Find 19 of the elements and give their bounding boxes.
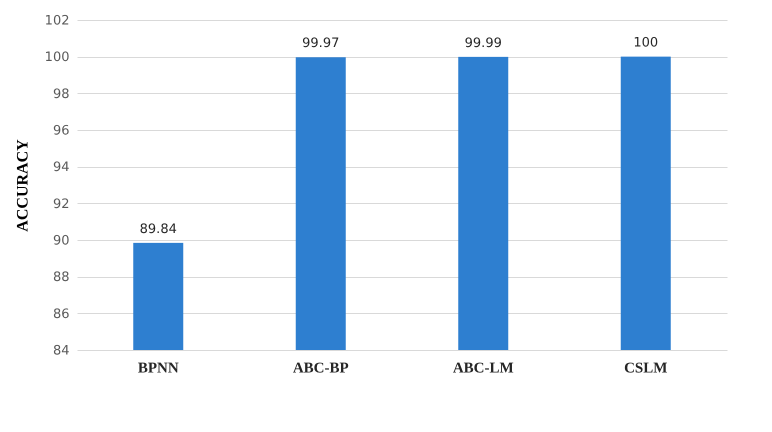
- x-tick-label: ABC-BP: [292, 360, 349, 376]
- y-tick-label: 94: [52, 160, 70, 176]
- y-tick-label: 88: [52, 270, 70, 286]
- y-axis-title: ACCURACY: [14, 138, 32, 232]
- x-tick-label: CSLM: [624, 360, 668, 376]
- x-tick-label: BPNN: [138, 360, 179, 376]
- data-label: 99.97: [302, 36, 340, 52]
- y-tick-label: 92: [52, 196, 70, 212]
- data-label: 100: [633, 36, 658, 51]
- y-tick-label: 84: [52, 344, 70, 358]
- y-tick-label: 102: [44, 14, 70, 28]
- data-label: 89.84: [140, 222, 177, 237]
- y-tick-label: 86: [52, 306, 70, 322]
- data-label: 99.99: [464, 36, 502, 51]
- y-tick-label: 96: [52, 124, 70, 138]
- y-tick-label: 98: [52, 86, 70, 102]
- y-tick-label: 90: [52, 234, 70, 248]
- x-tick-label: ABC-LM: [452, 360, 514, 376]
- y-tick-label: 100: [44, 50, 70, 66]
